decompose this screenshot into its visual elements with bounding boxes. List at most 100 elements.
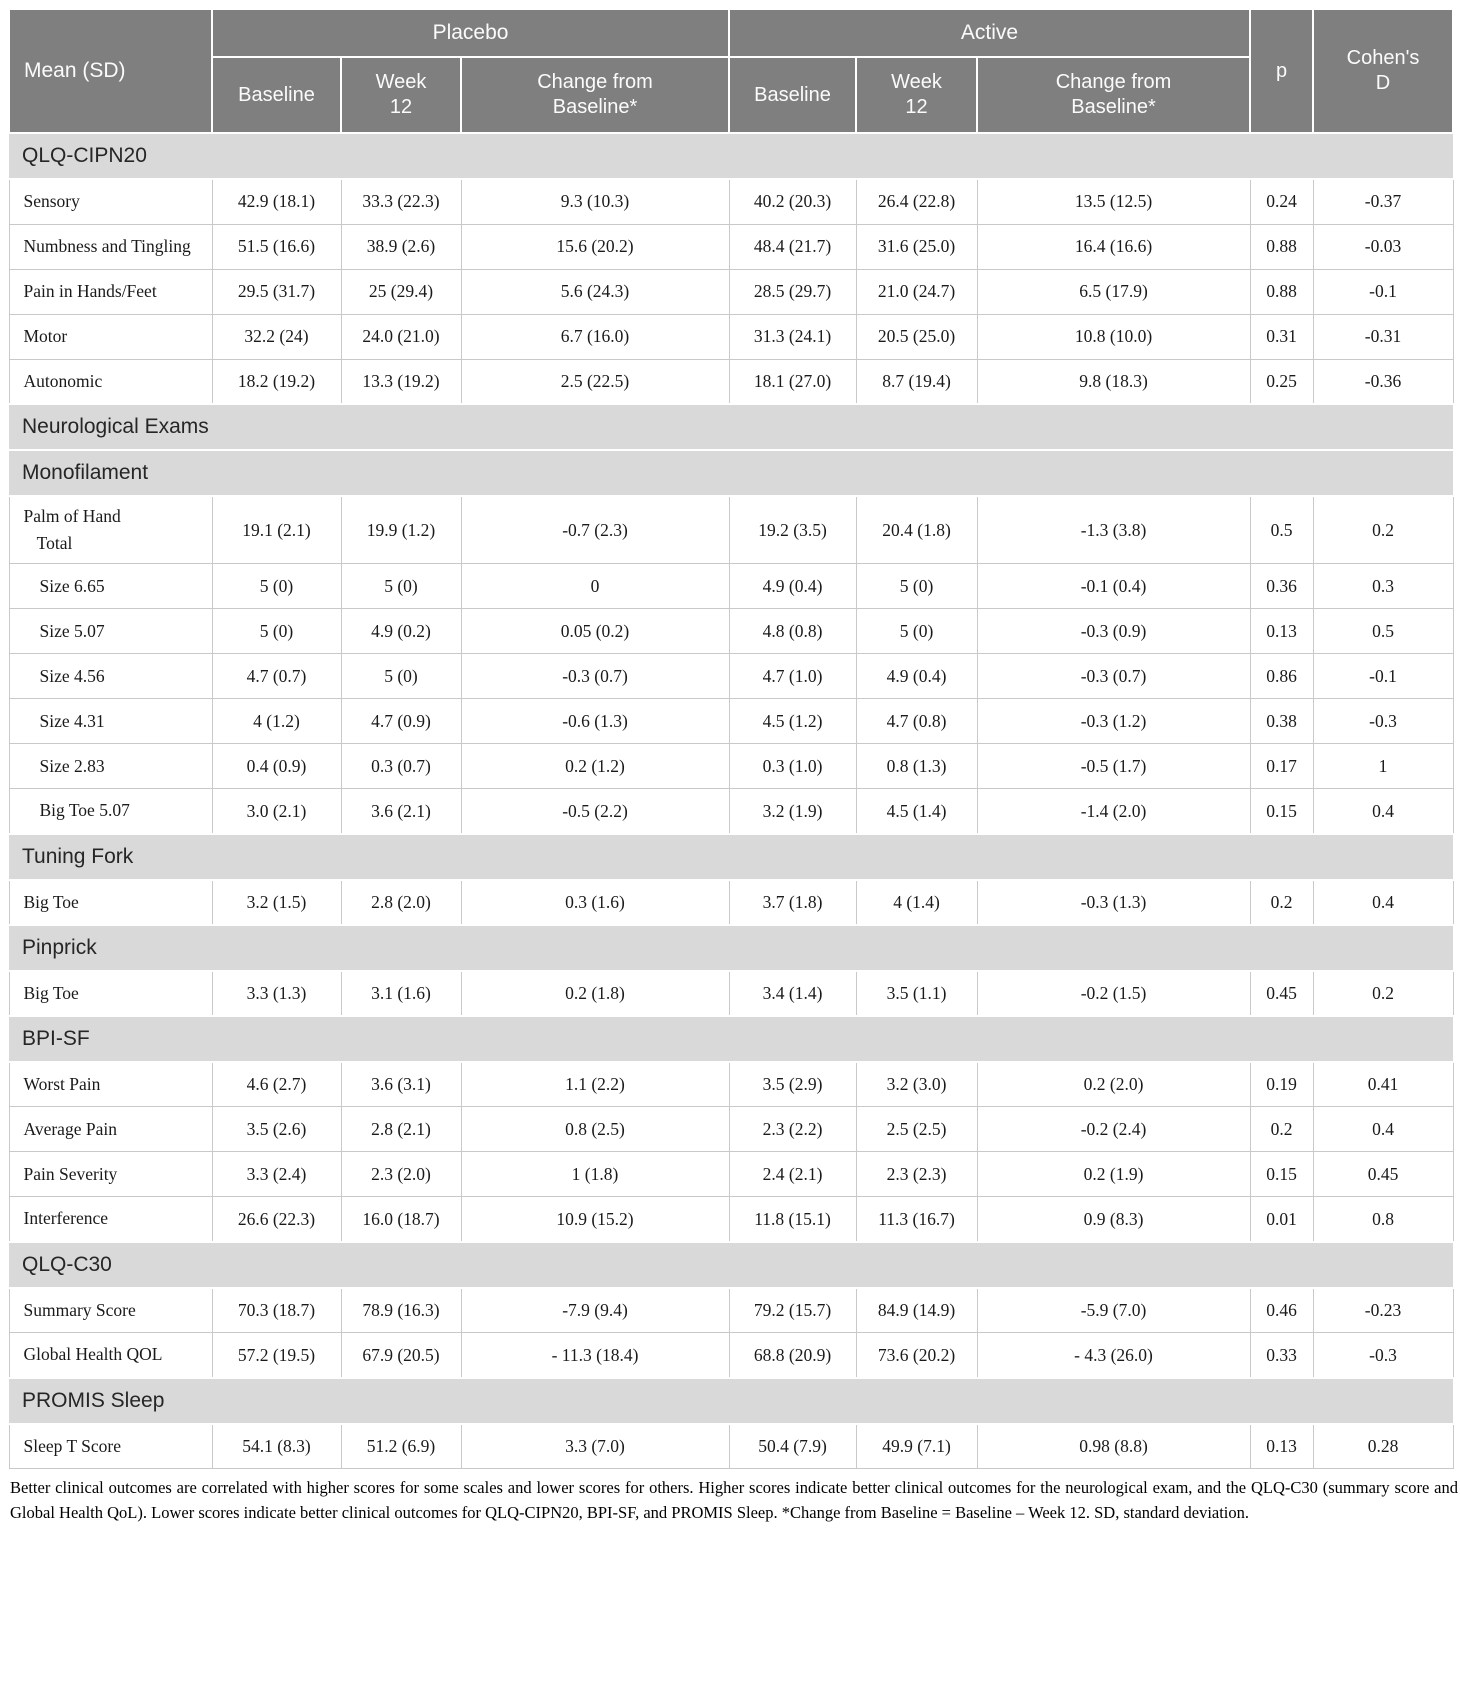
cell: 18.2 (19.2) <box>211 358 342 405</box>
cell: 10.8 (10.0) <box>976 313 1251 360</box>
cell: 3.4 (1.4) <box>728 970 857 1017</box>
cell: 0.3 <box>1312 563 1454 610</box>
row-label: Worst Pain <box>8 1061 213 1108</box>
cell: 20.4 (1.8) <box>855 495 978 565</box>
cell: 5 (0) <box>211 563 342 610</box>
cell: -0.03 <box>1312 223 1454 270</box>
cell: 3.6 (2.1) <box>340 788 462 835</box>
header-row-subcolumns: Baseline Week 12 Change from Baseline* B… <box>9 56 1453 134</box>
cell: 5 (0) <box>855 563 978 610</box>
cell: 0.4 <box>1312 788 1454 835</box>
cell: 24.0 (21.0) <box>340 313 462 360</box>
cell: 3.2 (1.5) <box>211 879 342 926</box>
cell: 21.0 (24.7) <box>855 268 978 315</box>
cell: -0.1 <box>1312 268 1454 315</box>
cell: 42.9 (18.1) <box>211 178 342 225</box>
cell: 38.9 (2.6) <box>340 223 462 270</box>
table-row: Summary Score 70.3 (18.7) 78.9 (16.3) -7.9 … <box>8 1287 1454 1334</box>
cell: 4.7 (0.7) <box>211 653 342 700</box>
cell: 5.6 (24.3) <box>460 268 730 315</box>
subheader-placebo-week12: Week 12 <box>340 56 462 134</box>
cell: -0.31 <box>1312 313 1454 360</box>
cell: 15.6 (20.2) <box>460 223 730 270</box>
cell: 78.9 (16.3) <box>340 1287 462 1334</box>
row-label: Autonomic <box>8 358 213 405</box>
cell: 26.4 (22.8) <box>855 178 978 225</box>
cell: -0.3 (0.7) <box>976 653 1251 700</box>
cell: -0.2 (1.5) <box>976 970 1251 1017</box>
cell: 6.7 (16.0) <box>460 313 730 360</box>
table-row: Autonomic 18.2 (19.2) 13.3 (19.2) 2.5 (22.5… <box>8 358 1454 405</box>
cell: 33.3 (22.3) <box>340 178 462 225</box>
cell: 5 (0) <box>340 653 462 700</box>
week12-label: Week 12 <box>375 71 427 118</box>
cell: 0.45 <box>1249 970 1314 1017</box>
section-row: Tuning Fork <box>9 832 1454 881</box>
cell: -7.9 (9.4) <box>460 1287 730 1334</box>
cell: 0.2 (1.2) <box>460 743 730 790</box>
cell: 4.7 (0.9) <box>340 698 462 745</box>
cell: 0.46 <box>1249 1287 1314 1334</box>
cell: 73.6 (20.2) <box>855 1332 978 1379</box>
cell: 11.3 (16.7) <box>855 1196 978 1243</box>
cell: 0.36 <box>1249 563 1314 610</box>
cell: 0.86 <box>1249 653 1314 700</box>
cell: 1 <box>1312 743 1454 790</box>
cell: 0.3 (1.6) <box>460 879 730 926</box>
cell: 16.4 (16.6) <box>976 223 1251 270</box>
cell: 28.5 (29.7) <box>728 268 857 315</box>
row-label: Summary Score <box>8 1287 213 1334</box>
section-title: Monofilament <box>9 449 1454 497</box>
cell: 5 (0) <box>340 563 462 610</box>
cell: 0.4 (0.9) <box>211 743 342 790</box>
cell: 0.17 <box>1249 743 1314 790</box>
table-row: Big Toe 3.2 (1.5) 2.8 (2.0) 0.3 (1.6) 3.7 (1… <box>8 879 1454 926</box>
cell: -0.6 (1.3) <box>460 698 730 745</box>
corner-header-mean-sd: Mean (SD) <box>8 8 213 134</box>
cell: 4.7 (1.0) <box>728 653 857 700</box>
outcomes-table: Mean (SD) Placebo Active p Cohen's D Bas… <box>8 8 1455 1470</box>
cell: 50.4 (7.9) <box>728 1423 857 1470</box>
table-row: Size 4.31 4 (1.2) 4.7 (0.9) -0.6 (1.3) 4.5 (… <box>8 698 1454 745</box>
section-title: Tuning Fork <box>9 832 1454 881</box>
table-row: Average Pain 3.5 (2.6) 2.8 (2.1) 0.8 (2.5) 2… <box>8 1106 1454 1153</box>
section-title: Pinprick <box>9 923 1454 972</box>
table-row: Size 5.07 5 (0) 4.9 (0.2) 0.05 (0.2) 4.8 (0.… <box>8 608 1454 655</box>
cell: 4.5 (1.4) <box>855 788 978 835</box>
cell: -0.1 <box>1312 653 1454 700</box>
cell: 25 (29.4) <box>340 268 462 315</box>
cell: 0.3 (0.7) <box>340 743 462 790</box>
cell: 5 (0) <box>855 608 978 655</box>
table-row: Big Toe 3.3 (1.3) 3.1 (1.6) 0.2 (1.8) 3.4 (1… <box>8 970 1454 1017</box>
table-row: Global Health QOL 57.2 (19.5) 67.9 (20.5) -… <box>8 1332 1454 1379</box>
row-label: Motor <box>8 313 213 360</box>
cell: 2.8 (2.1) <box>340 1106 462 1153</box>
cell: 3.3 (1.3) <box>211 970 342 1017</box>
row-label: Numbness and Tingling <box>8 223 213 270</box>
section-row: QLQ-CIPN20 <box>9 132 1454 180</box>
cell: -1.3 (3.8) <box>976 495 1251 565</box>
cell: 0.2 <box>1312 495 1454 565</box>
cell: 31.6 (25.0) <box>855 223 978 270</box>
section-title: QLQ-CIPN20 <box>9 132 1454 180</box>
cell: -0.5 (2.2) <box>460 788 730 835</box>
cell: -0.36 <box>1312 358 1454 405</box>
section-row: Pinprick <box>9 923 1454 972</box>
cell: 2.3 (2.0) <box>340 1151 462 1198</box>
cell: 2.4 (2.1) <box>728 1151 857 1198</box>
cell: 3.2 (3.0) <box>855 1061 978 1108</box>
cell: 4 (1.4) <box>855 879 978 926</box>
row-label: Pain in Hands/Feet <box>8 268 213 315</box>
row-label: Big Toe <box>8 970 213 1017</box>
cell: 0.38 <box>1249 698 1314 745</box>
table-row: Palm of Hand Total 19.1 (2.1) 19.9 (1.2) -0… <box>8 495 1454 565</box>
cell: 4.9 (0.4) <box>728 563 857 610</box>
cell: 2.8 (2.0) <box>340 879 462 926</box>
cell: 0.88 <box>1249 223 1314 270</box>
cell: 0.2 (1.8) <box>460 970 730 1017</box>
cell: 0.3 (1.0) <box>728 743 857 790</box>
section-row: Monofilament <box>9 449 1454 497</box>
table-row: Worst Pain 4.6 (2.7) 3.6 (3.1) 1.1 (2.2) 3.5… <box>8 1061 1454 1108</box>
cell: 16.0 (18.7) <box>340 1196 462 1243</box>
cell: 3.3 (2.4) <box>211 1151 342 1198</box>
